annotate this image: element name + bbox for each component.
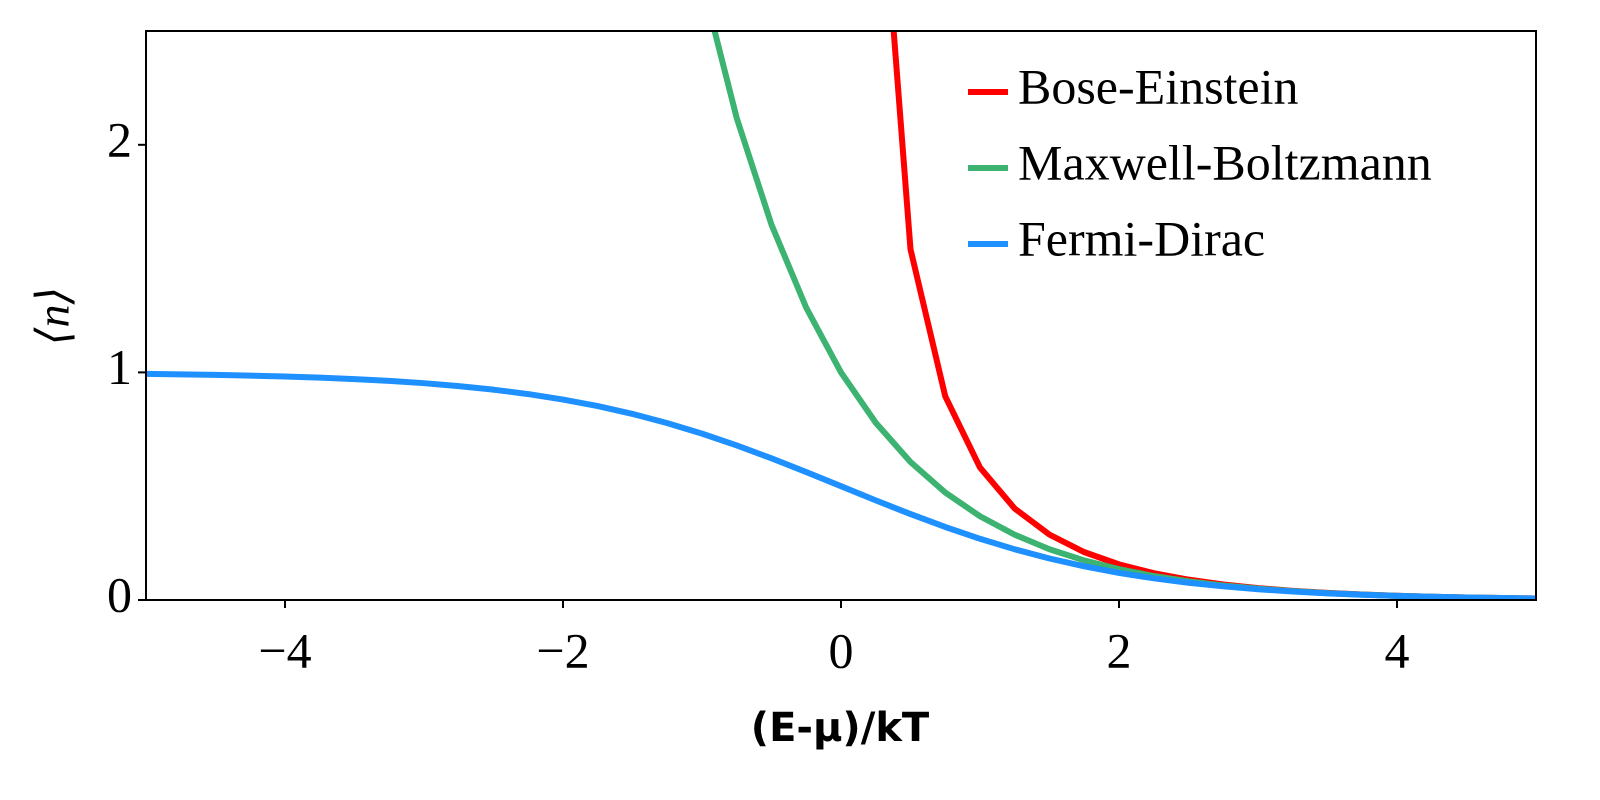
x-axis-label: (E-μ)/kT (751, 705, 930, 751)
y-tick-label: 2 (107, 111, 132, 167)
plot-area (146, 31, 1536, 600)
legend-label: Maxwell-Boltzmann (1018, 134, 1432, 190)
legend-label: Fermi-Dirac (1018, 210, 1265, 266)
y-tick-label: 0 (107, 566, 132, 622)
x-tick-label: 0 (829, 622, 854, 678)
series-line (146, 370, 1536, 600)
x-tick-label: 4 (1385, 622, 1410, 678)
legend-label: Bose-Einstein (1018, 58, 1299, 114)
x-tick-label: −2 (536, 622, 589, 678)
y-axis-label: ⟨n⟩ (28, 287, 79, 346)
plot-frame (145, 30, 1537, 601)
x-tick-label: 2 (1107, 622, 1132, 678)
y-tick-label: 1 (107, 339, 132, 395)
x-tick-label: −4 (258, 622, 311, 678)
